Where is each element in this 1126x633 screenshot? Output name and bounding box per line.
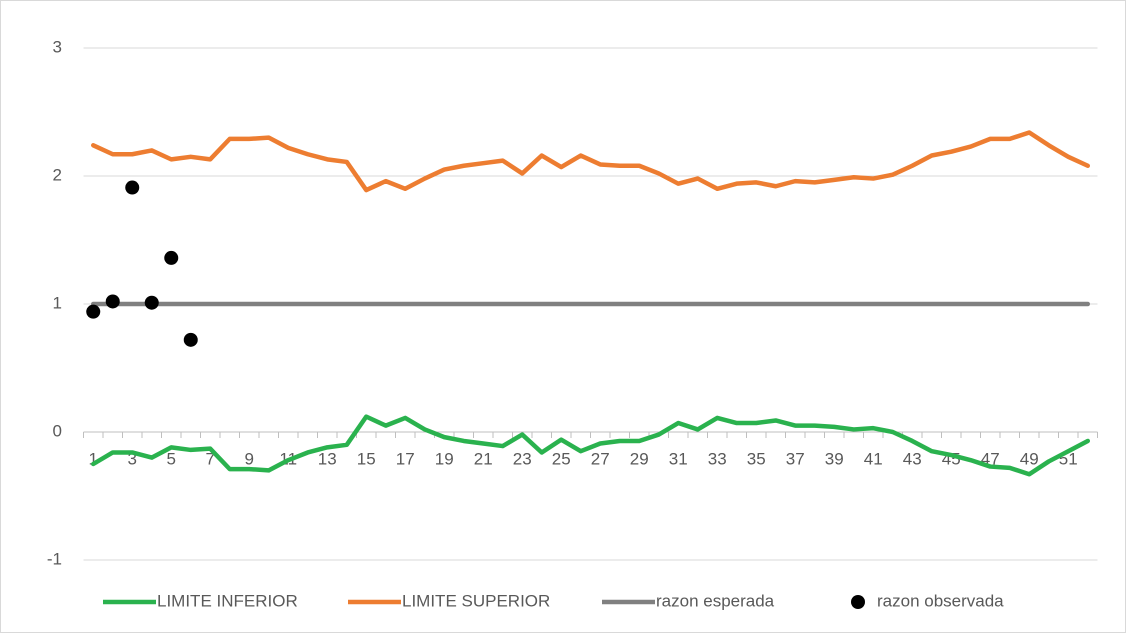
legend-label: LIMITE INFERIOR [157,591,298,610]
y-tick-label: -1 [47,549,62,568]
x-tick-label: 27 [591,449,610,468]
legend-label: LIMITE SUPERIOR [402,591,550,610]
x-tick-label: 1 [89,449,98,468]
data-point [144,295,159,310]
x-tick-label: 13 [318,449,337,468]
y-tick-label: 3 [53,37,62,56]
x-tick-label: 31 [669,449,688,468]
x-tick-label: 41 [864,449,883,468]
x-tick-label: 17 [396,449,415,468]
legend-marker [851,595,865,609]
data-point [105,294,120,309]
data-point [183,332,198,347]
x-tick-label: 29 [630,449,649,468]
x-tick-label: 49 [1020,449,1039,468]
x-tick-label: 23 [513,449,532,468]
x-tick-label: 9 [245,449,254,468]
y-tick-label: 1 [53,293,62,312]
x-tick-label: 43 [903,449,922,468]
data-point [164,250,179,265]
x-tick-label: 7 [206,449,215,468]
x-tick-label: 35 [747,449,766,468]
y-tick-label: 0 [53,421,62,440]
x-tick-label: 15 [357,449,376,468]
legend-label: razon esperada [656,591,775,610]
series-line [91,414,1090,477]
x-tick-label: 25 [552,449,571,468]
x-tick-label: 39 [825,449,844,468]
legend-label: razon observada [877,591,1004,610]
x-tick-label: 33 [708,449,727,468]
x-tick-label: 5 [167,449,176,468]
x-tick-label: 21 [474,449,493,468]
x-tick-label: 3 [128,449,137,468]
x-tick-label: 37 [786,449,805,468]
series-line [91,130,1090,193]
data-point [125,180,140,195]
data-point [86,304,101,319]
y-tick-label: 2 [53,165,62,184]
x-tick-label: 19 [435,449,454,468]
